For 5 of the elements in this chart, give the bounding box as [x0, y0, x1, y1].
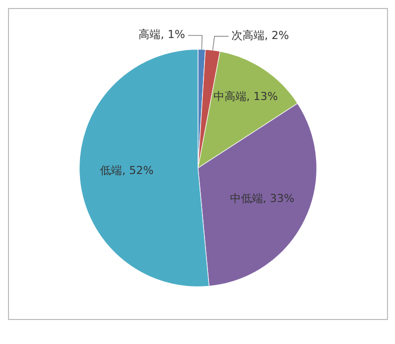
slice-label: 高端, 1%: [138, 28, 186, 42]
slice-label: 次高端, 2%: [231, 29, 289, 42]
slice-label: 中高端, 13%: [213, 90, 278, 103]
slice-label: 低端, 52%: [100, 164, 154, 178]
slice-label: 中低端, 33%: [230, 192, 294, 205]
